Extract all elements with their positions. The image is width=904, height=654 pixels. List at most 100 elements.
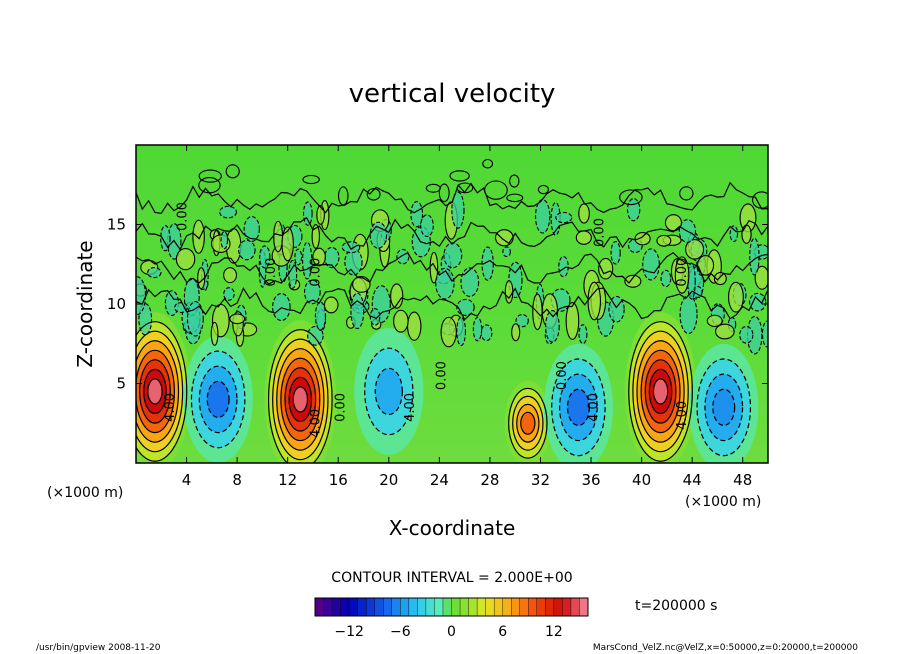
contour-line — [139, 359, 171, 424]
turbulent-eddy — [303, 279, 321, 305]
contour-line — [704, 373, 744, 442]
turbulent-eddy — [407, 311, 422, 341]
x-tick-label: 20 — [379, 471, 398, 489]
turbulent-eddy — [714, 323, 735, 340]
contour-line — [648, 368, 673, 415]
contour-line — [374, 367, 403, 416]
turbulent-eddy — [472, 316, 483, 342]
contour-line — [652, 378, 669, 405]
contour-line — [551, 358, 606, 457]
turbulent-eddy — [350, 292, 365, 330]
contour-line — [284, 367, 317, 432]
turbulent-eddy — [294, 248, 303, 266]
contour-line — [508, 387, 548, 459]
turbulent-eddy — [642, 248, 660, 281]
turbulent-eddy — [480, 324, 493, 342]
time-label: t=200000 s — [635, 598, 717, 614]
contour-line — [636, 340, 685, 443]
updraft-cell — [624, 312, 697, 463]
colorbar-bin — [365, 597, 376, 617]
turbulent-eddy — [238, 239, 256, 261]
turbulent-eddy — [610, 240, 621, 265]
upper-contour — [619, 189, 643, 206]
colorbar-bin — [442, 597, 453, 617]
x-tick-label: 48 — [733, 471, 752, 489]
turbulent-eddy — [316, 205, 325, 225]
x-tick-label: 28 — [480, 471, 499, 489]
zero-contour — [136, 287, 768, 321]
upper-contour — [302, 174, 320, 185]
colorbar-tick-label: −12 — [334, 624, 364, 640]
turbulent-eddy — [281, 226, 294, 262]
turbulent-eddy — [136, 276, 147, 316]
zero-contour — [136, 252, 768, 285]
turbulent-eddy — [440, 316, 457, 348]
turbulent-eddy — [511, 323, 521, 342]
contour-label: 0.00 — [308, 258, 323, 287]
contour-line — [280, 357, 321, 442]
x-tick-label: 40 — [632, 471, 651, 489]
turbulent-eddy — [192, 219, 205, 254]
turbulent-eddy — [729, 225, 739, 243]
upper-contour — [198, 176, 221, 194]
turbulent-eddy — [504, 280, 514, 304]
turbulent-eddy — [429, 251, 439, 284]
turbulent-eddy — [160, 225, 171, 252]
downdraft-cell — [689, 343, 759, 463]
turbulent-eddy — [312, 247, 326, 267]
contour-line — [559, 373, 598, 442]
upper-contour — [509, 174, 520, 188]
turbulent-eddy — [578, 324, 588, 345]
contour-label: 4.00 — [675, 401, 690, 430]
turbulent-eddy — [147, 267, 162, 279]
y-tick-label: 5 — [116, 375, 126, 393]
turbulent-eddy — [410, 201, 424, 228]
x-tick-label: 32 — [531, 471, 550, 489]
colorbar-bin — [391, 597, 401, 617]
contour-line — [628, 321, 693, 462]
upper-contour — [366, 188, 381, 201]
turbulent-eddy — [634, 231, 651, 246]
turbulent-eddy — [303, 201, 313, 226]
colorbar-frame — [314, 597, 589, 617]
y-axis-label: Z-coordinate — [73, 240, 97, 367]
turbulent-eddy — [555, 211, 573, 224]
contour-label: 4.00 — [403, 393, 418, 422]
turbulent-eddy — [456, 298, 475, 316]
turbulent-eddy — [311, 223, 320, 249]
colorbar-bin — [545, 597, 555, 617]
contour-line — [288, 376, 313, 423]
contour-label: 0.00 — [675, 258, 690, 287]
colorbar-tick-label: 12 — [545, 624, 563, 640]
colorbar-tick-label: −6 — [390, 624, 411, 640]
colorbar-bin — [570, 597, 580, 617]
turbulent-eddy — [420, 214, 434, 238]
turbulent-eddy — [664, 214, 683, 232]
contour-line — [364, 347, 414, 436]
cell-band — [293, 386, 308, 412]
turbulent-eddy — [390, 283, 404, 309]
turbulent-eddy — [220, 231, 229, 250]
contour-line — [206, 380, 230, 419]
footer-right: MarsCond_VelZ.nc@VelZ,x=0:50000,z=0:2000… — [593, 643, 858, 653]
contour-label: 0.00 — [435, 361, 450, 390]
turbulent-eddy — [219, 205, 237, 219]
colorbar-bin — [400, 597, 410, 617]
contour-line — [292, 386, 309, 413]
colorbar-bin — [408, 597, 418, 617]
y-tick-label: 15 — [107, 216, 126, 234]
turbulent-eddy — [174, 302, 188, 314]
x-tick-label: 44 — [683, 471, 702, 489]
turbulent-eddy — [164, 290, 179, 317]
colorbar-bin — [562, 597, 572, 617]
turbulent-eddy — [706, 314, 723, 328]
turbulent-eddy — [754, 265, 768, 290]
turbulent-eddy — [460, 267, 480, 297]
colorbar-bin — [528, 597, 538, 617]
colorbar-bin — [485, 597, 495, 617]
colorbar-bin — [519, 597, 529, 617]
turbulent-eddy — [534, 199, 551, 234]
turbulent-eddy — [578, 203, 590, 224]
turbulent-eddy — [223, 267, 238, 284]
